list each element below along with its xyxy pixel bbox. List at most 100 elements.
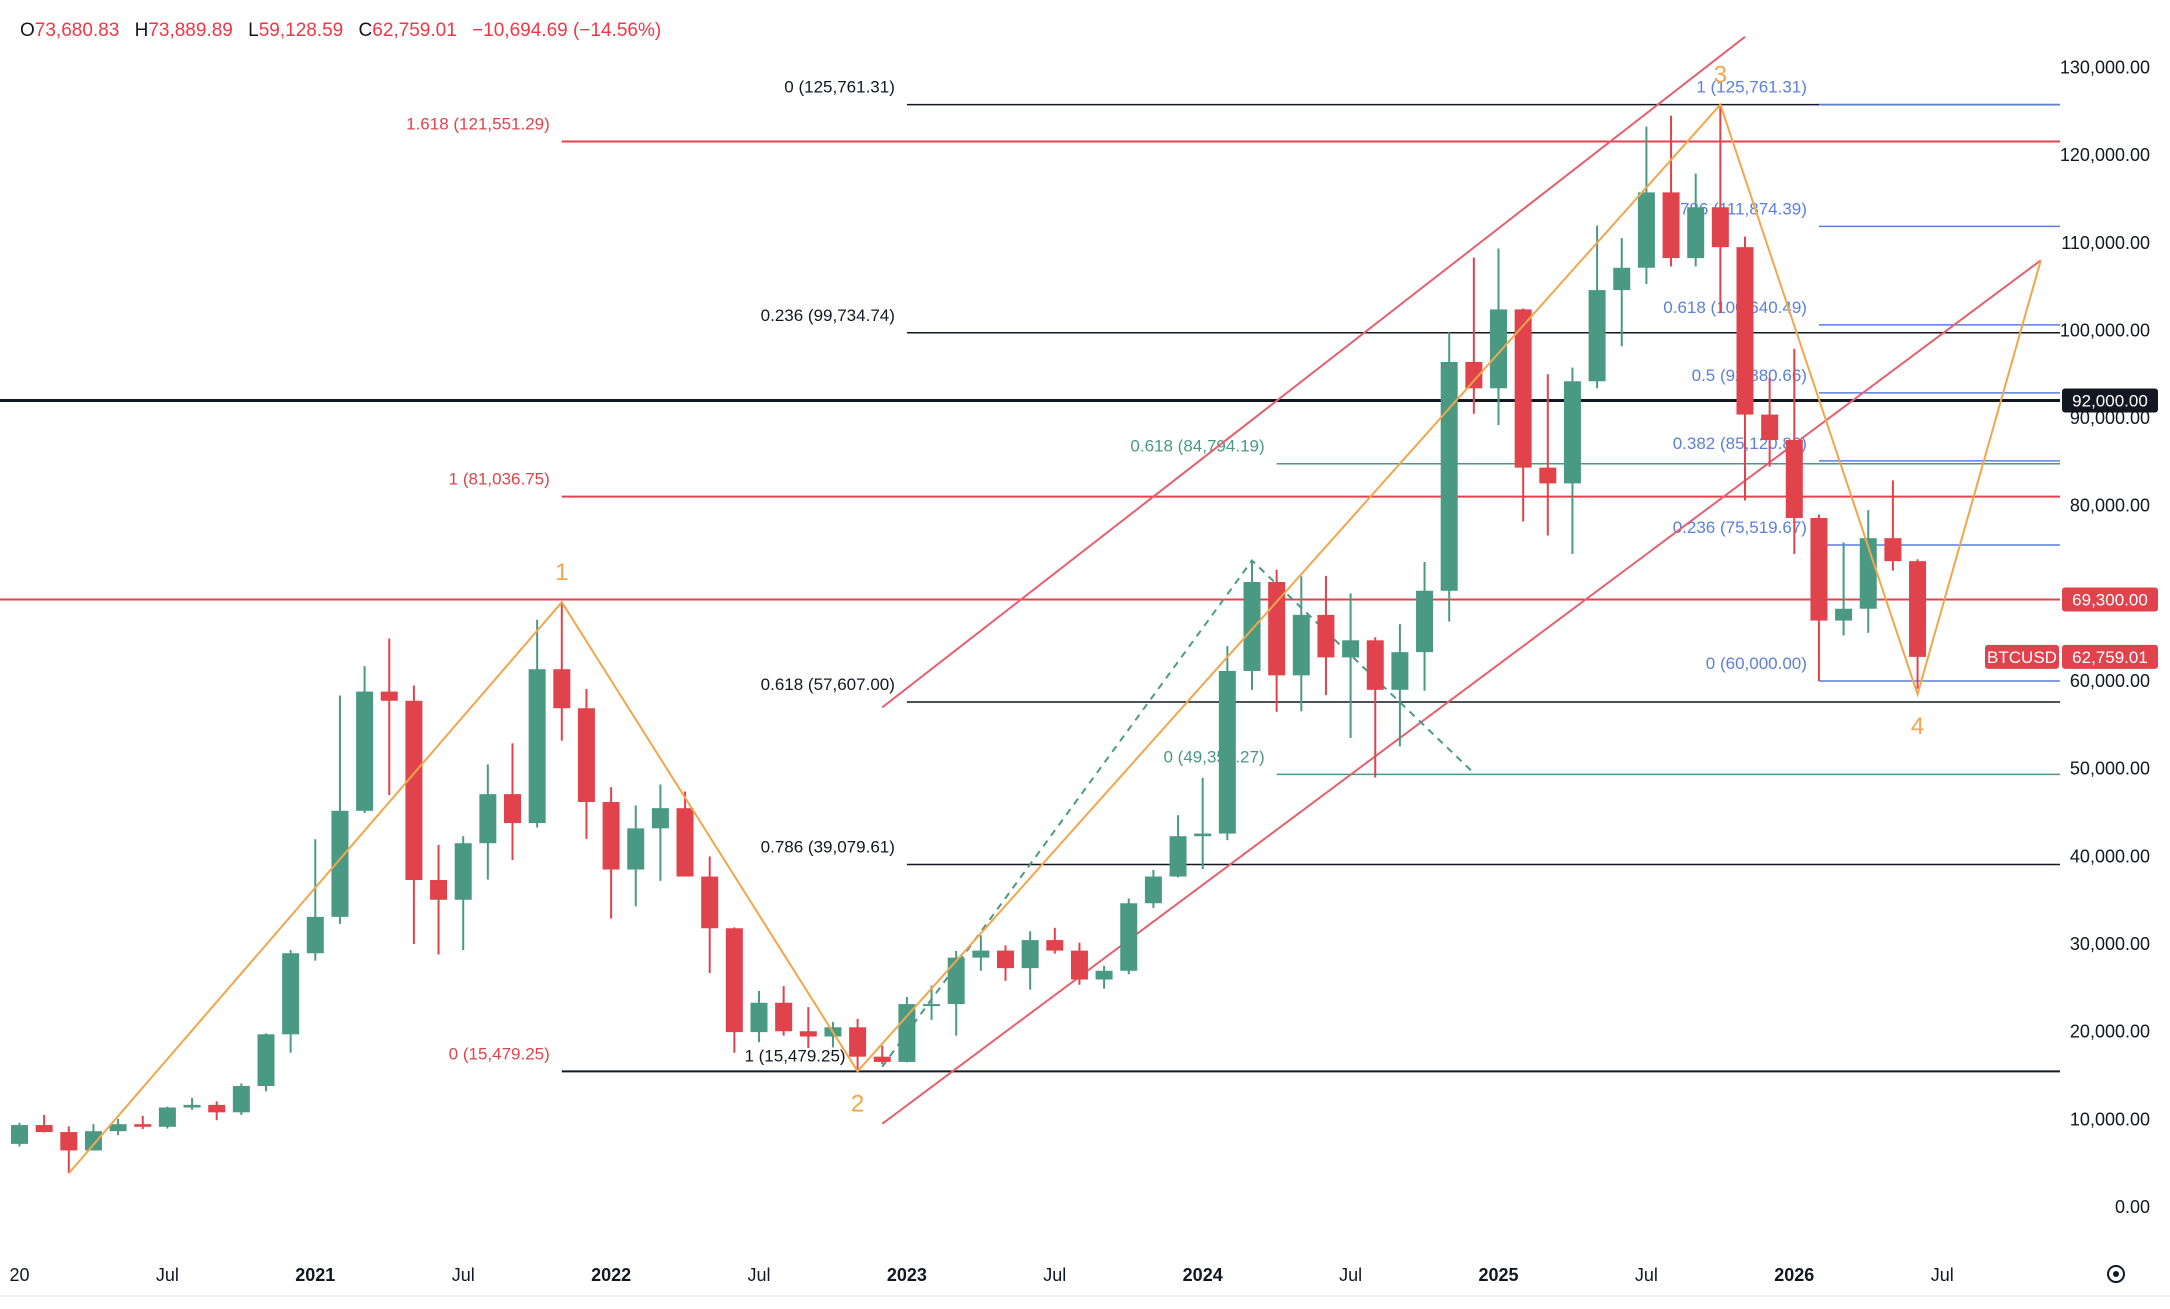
x-tick-label: Jul bbox=[1339, 1265, 1362, 1285]
candle-body bbox=[1588, 290, 1606, 382]
candle-body bbox=[1613, 267, 1631, 291]
x-tick-label: Jul bbox=[156, 1265, 179, 1285]
candle-body bbox=[1342, 640, 1360, 658]
candle-body bbox=[60, 1132, 78, 1151]
candle-body bbox=[504, 794, 521, 824]
green-wave-path bbox=[881, 559, 1475, 1068]
candle-body bbox=[405, 700, 423, 881]
low-value: 59,128.59 bbox=[258, 20, 344, 41]
x-tick-label: 2023 bbox=[887, 1265, 927, 1285]
elliott-wave-label: 2 bbox=[851, 1090, 864, 1117]
close-label: C bbox=[358, 20, 373, 41]
y-tick-label: 40,000.00 bbox=[2070, 846, 2150, 866]
candle-body bbox=[1194, 833, 1212, 837]
y-tick-label: 100,000.00 bbox=[2060, 320, 2150, 340]
price-badge-label: 62,759.01 bbox=[2072, 648, 2148, 667]
candle-body bbox=[750, 1002, 768, 1033]
x-tick-label: 20 bbox=[9, 1265, 29, 1285]
candle-body bbox=[923, 1004, 941, 1007]
candle-body bbox=[1810, 518, 1828, 621]
candle-body bbox=[1662, 192, 1680, 259]
candle-body bbox=[528, 669, 546, 824]
candle-body bbox=[775, 1002, 793, 1032]
symbol-badge bbox=[1985, 644, 2059, 669]
gear-icon-center bbox=[2113, 1271, 2119, 1277]
candle-body bbox=[1169, 836, 1187, 877]
candle-body bbox=[1218, 670, 1236, 834]
fib-level-label: 0.786 (39,079.61) bbox=[761, 837, 895, 856]
x-tick-label: Jul bbox=[747, 1265, 770, 1285]
candle-body bbox=[1465, 361, 1483, 389]
price-badge bbox=[2062, 587, 2158, 612]
change-value: −10,694.69 (−14.56%) bbox=[472, 20, 662, 41]
candle-body bbox=[873, 1056, 891, 1062]
candle-body bbox=[725, 928, 743, 1033]
candle-body bbox=[1859, 538, 1877, 609]
low-label: L bbox=[248, 20, 259, 41]
fib-level-label: 0 (60,000.00) bbox=[1706, 654, 1807, 673]
high-label: H bbox=[134, 20, 149, 41]
candle-body bbox=[1021, 940, 1039, 969]
gear-icon[interactable] bbox=[2107, 1265, 2125, 1283]
symbol-badge-label: BTCUSD bbox=[1987, 648, 2057, 667]
fib-level-label: 1 (81,036.75) bbox=[449, 470, 550, 489]
candle-body bbox=[1144, 876, 1162, 904]
candle-body bbox=[35, 1125, 53, 1133]
x-tick-label: Jul bbox=[1043, 1265, 1066, 1285]
fib-level-label: 0 (15,479.25) bbox=[449, 1044, 550, 1063]
fib-level-label: 0.236 (75,519.67) bbox=[1673, 518, 1807, 537]
candle-body bbox=[1711, 207, 1729, 248]
close-value: 62,759.01 bbox=[372, 20, 457, 41]
candle-body bbox=[1490, 309, 1507, 389]
price-badge bbox=[2062, 644, 2158, 669]
candle-body bbox=[651, 808, 669, 829]
candle-body bbox=[898, 1004, 916, 1062]
candle-body bbox=[1514, 309, 1532, 468]
x-tick-label: Jul bbox=[452, 1265, 475, 1285]
candle-body bbox=[1563, 381, 1581, 484]
candle-body bbox=[1243, 582, 1261, 671]
candle-body bbox=[1909, 561, 1927, 657]
y-tick-label: 30,000.00 bbox=[2070, 934, 2150, 954]
y-tick-label: 120,000.00 bbox=[2060, 145, 2150, 165]
candle-body bbox=[577, 708, 595, 803]
candle-body bbox=[1046, 940, 1064, 951]
candle-body bbox=[799, 1031, 817, 1037]
fib-level-label: 0.786 (111,874.39) bbox=[1666, 199, 1807, 218]
candle-body bbox=[331, 810, 349, 917]
open-value: 73,680.83 bbox=[34, 20, 120, 41]
candle-body bbox=[208, 1104, 226, 1113]
elliott-wave-path bbox=[68, 102, 2042, 1174]
price-badge-label: 69,300.00 bbox=[2072, 591, 2148, 610]
x-tick-label: 2026 bbox=[1774, 1265, 1814, 1285]
candle-body bbox=[257, 1034, 275, 1087]
trend-channel-line bbox=[881, 35, 1746, 709]
candle-body bbox=[1095, 970, 1113, 980]
ohlc-legend: O73,680.83 H73,889.89 L59,128.59 C62,759… bbox=[20, 20, 671, 42]
candle-body bbox=[627, 828, 645, 870]
candle-body bbox=[306, 916, 324, 954]
candle-body bbox=[701, 876, 719, 929]
high-value: 73,889.89 bbox=[148, 20, 233, 41]
candle-body bbox=[602, 802, 620, 870]
y-tick-label: 60,000.00 bbox=[2070, 671, 2150, 691]
candle-body bbox=[1835, 608, 1853, 621]
candle-body bbox=[1736, 247, 1754, 415]
candle-body bbox=[454, 843, 472, 900]
fib-level-label: 0.618 (100,640.49) bbox=[1663, 298, 1807, 317]
y-tick-label: 20,000.00 bbox=[2070, 1022, 2150, 1042]
candle-body bbox=[134, 1124, 152, 1127]
y-tick-label: 0.00 bbox=[2115, 1197, 2150, 1217]
candle-body bbox=[1070, 950, 1088, 980]
candle-body bbox=[479, 794, 497, 844]
y-tick-label: 80,000.00 bbox=[2070, 496, 2150, 516]
candle-body bbox=[1391, 652, 1409, 690]
candle-body bbox=[1687, 207, 1705, 259]
candle-body bbox=[11, 1125, 28, 1144]
candle-body bbox=[356, 691, 374, 811]
candle-body bbox=[947, 957, 965, 1005]
fib-level-label: 0 (49,351.27) bbox=[1164, 747, 1265, 766]
elliott-wave-label: 4 bbox=[1911, 713, 1924, 740]
